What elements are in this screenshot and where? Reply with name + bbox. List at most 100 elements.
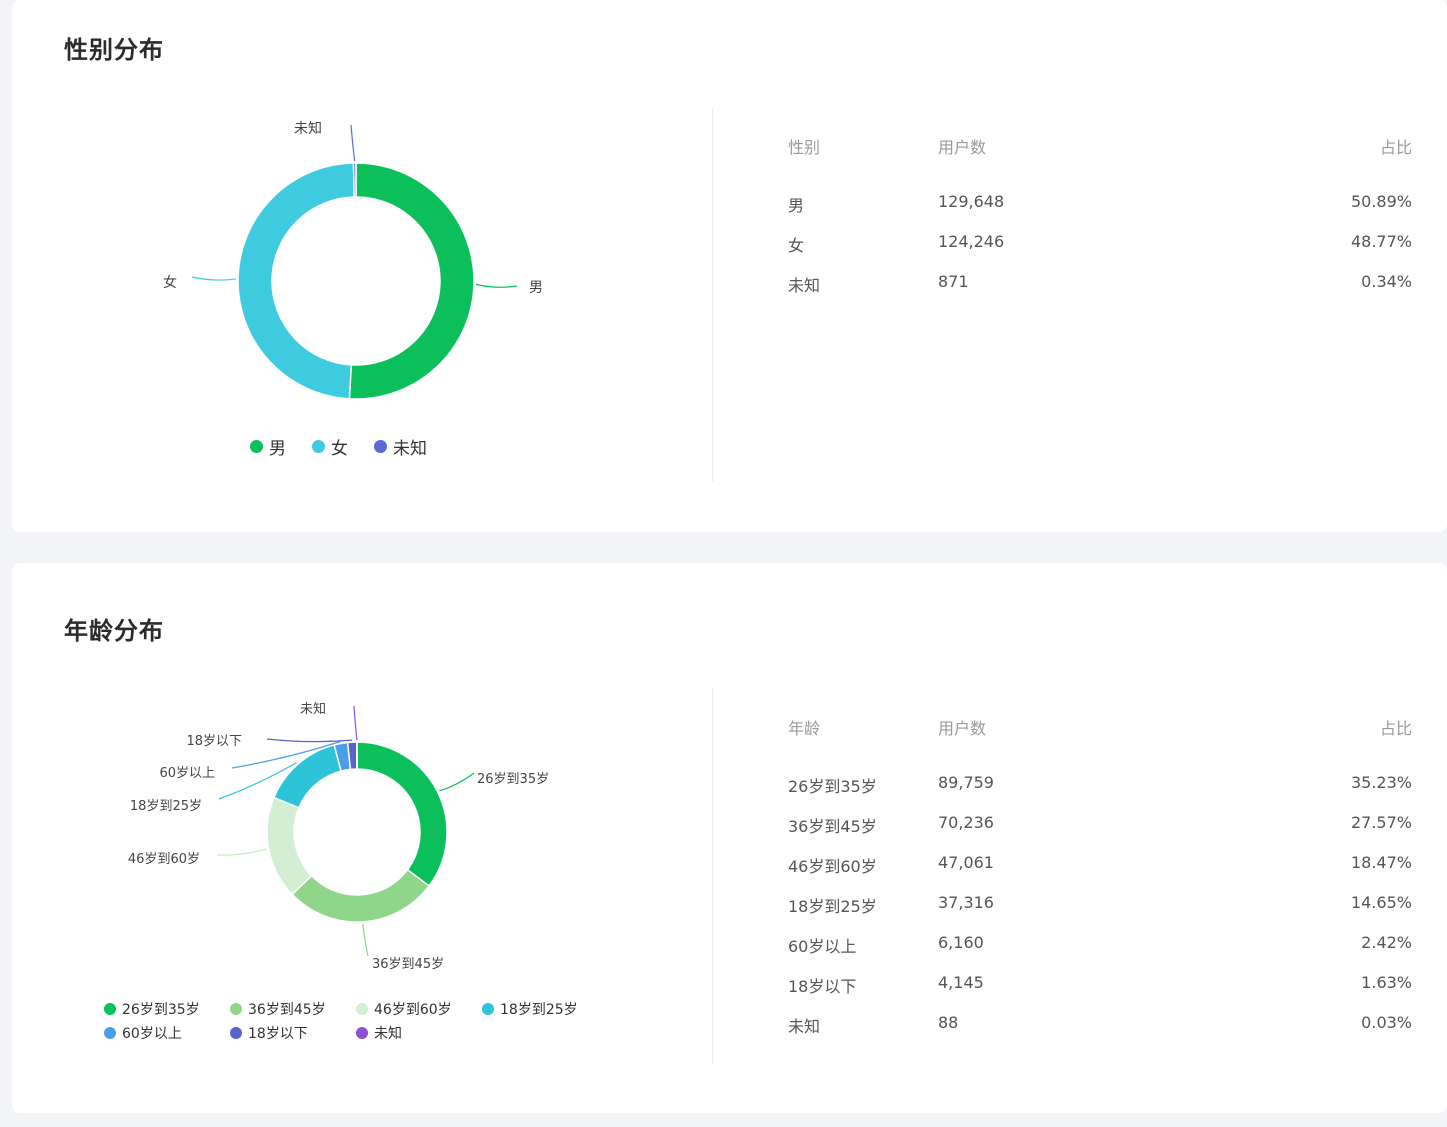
- donut-slice-4[interactable]: [272, 744, 342, 809]
- legend-label: 46岁到60岁: [374, 1002, 452, 1018]
- donut-slice-3[interactable]: [352, 162, 357, 198]
- legend-dot-icon: [356, 1027, 368, 1039]
- guide-line-2: [362, 923, 369, 957]
- guide-line-2: [191, 276, 237, 281]
- header-users: 用户数: [938, 138, 987, 157]
- cell-users: 37,316: [938, 893, 994, 912]
- slice-label-3: 46岁到60岁: [128, 852, 200, 867]
- legend-item[interactable]: 18岁以下: [230, 1023, 356, 1043]
- legend-dot-icon: [374, 440, 387, 453]
- donut-slice-1[interactable]: [348, 162, 475, 400]
- legend-label: 女: [331, 439, 348, 459]
- table-header-row: 性别 用户数 占比: [788, 134, 1412, 192]
- header-gender: 性别: [788, 138, 821, 157]
- cell-users: 129,648: [938, 192, 1005, 211]
- legend-dot-icon: [230, 1027, 242, 1039]
- donut-slice-2[interactable]: [291, 868, 431, 923]
- table-row: 未知 871 0.34%: [788, 272, 1412, 312]
- gender-legend: 男 女 未知: [250, 434, 453, 459]
- legend-label: 未知: [374, 1026, 402, 1042]
- legend-label: 60岁以上: [122, 1026, 182, 1042]
- legend-dot-icon: [312, 440, 325, 453]
- legend-dot-icon: [230, 1003, 242, 1015]
- cell-ratio: 18.47%: [1350, 853, 1412, 872]
- age-legend: 26岁到35岁 36岁到45岁 46岁到60岁 18岁到25岁 60岁以上 18岁以下 未知: [104, 999, 624, 1043]
- age-donut-chart: 26岁到35岁 36岁到45岁 46岁到60岁 18岁到25岁 60岁以上 18岁以下 未知: [128, 701, 549, 972]
- legend-item[interactable]: 18岁到25岁: [482, 999, 608, 1019]
- table-header-row: 年龄 用户数 占比: [788, 715, 1412, 773]
- legend-item[interactable]: 60岁以上: [104, 1023, 230, 1043]
- legend-dot-icon: [356, 1003, 368, 1015]
- guide-line-1: [475, 283, 518, 288]
- gender-table: 性别 用户数 占比 男 129,648 50.89% 女 124,246 48.…: [788, 134, 1412, 312]
- legend-item[interactable]: 36岁到45岁: [230, 999, 356, 1019]
- cell-users: 70,236: [938, 813, 994, 832]
- age-divider: [712, 688, 713, 1063]
- cell-ratio: 35.23%: [1350, 773, 1412, 792]
- cell-users: 871: [938, 272, 969, 291]
- cell-ratio: 27.57%: [1350, 813, 1412, 832]
- cell-label: 未知: [788, 1017, 821, 1036]
- cell-label: 26岁到35岁: [788, 777, 877, 796]
- cell-label: 未知: [788, 276, 821, 295]
- legend-label: 26岁到35岁: [122, 1002, 200, 1018]
- slice-label-7: 未知: [300, 701, 326, 717]
- cell-ratio: 48.77%: [1350, 232, 1412, 251]
- header-age: 年龄: [788, 719, 821, 738]
- guide-line-3: [350, 124, 356, 162]
- cell-label: 女: [788, 236, 805, 255]
- cell-ratio: 0.03%: [1361, 1013, 1412, 1032]
- table-row: 46岁到60岁 47,061 18.47%: [788, 853, 1412, 893]
- cell-label: 18岁到25岁: [788, 897, 877, 916]
- cell-users: 124,246: [938, 232, 1005, 251]
- header-users: 用户数: [938, 719, 987, 738]
- cell-ratio: 0.34%: [1361, 272, 1412, 291]
- legend-item[interactable]: 26岁到35岁: [104, 999, 230, 1019]
- table-row: 18岁以下 4,145 1.63%: [788, 973, 1412, 1013]
- guide-line-4: [218, 762, 297, 800]
- cell-users: 4,145: [938, 973, 984, 992]
- table-row: 36岁到45岁 70,236 27.57%: [788, 813, 1412, 853]
- legend-dot-icon: [104, 1003, 116, 1015]
- cell-ratio: 14.65%: [1350, 893, 1412, 912]
- table-row: 女 124,246 48.77%: [788, 232, 1412, 272]
- table-row: 18岁到25岁 37,316 14.65%: [788, 893, 1412, 933]
- slice-label-5: 60岁以上: [159, 766, 215, 781]
- legend-label: 男: [269, 439, 286, 459]
- guide-line-5: [231, 740, 341, 769]
- header-ratio: 占比: [1379, 719, 1412, 738]
- gender-divider: [712, 108, 713, 482]
- cell-label: 男: [788, 196, 805, 215]
- legend-dot-icon: [104, 1027, 116, 1039]
- guide-line-7: [353, 705, 358, 741]
- guide-line-3: [216, 848, 267, 856]
- legend-label: 18岁以下: [248, 1026, 308, 1042]
- guide-line-1: [439, 772, 475, 792]
- slice-label-1: 男: [529, 280, 543, 296]
- table-row: 60岁以上 6,160 2.42%: [788, 933, 1412, 973]
- legend-dot-icon: [482, 1003, 494, 1015]
- cell-label: 46岁到60岁: [788, 857, 877, 876]
- donut-slice-1[interactable]: [356, 741, 448, 887]
- legend-label: 36岁到45岁: [248, 1002, 326, 1018]
- slice-label-2: 女: [163, 274, 177, 291]
- legend-item[interactable]: 46岁到60岁: [356, 999, 482, 1019]
- slice-label-2: 36岁到45岁: [372, 957, 444, 972]
- cell-label: 18岁以下: [788, 977, 857, 996]
- cell-users: 89,759: [938, 773, 994, 792]
- slice-label-4: 18岁到25岁: [130, 799, 202, 814]
- legend-item[interactable]: 未知: [356, 1023, 482, 1043]
- legend-item[interactable]: 男: [250, 434, 286, 459]
- table-row: 26岁到35岁 89,759 35.23%: [788, 773, 1412, 813]
- donut-slice-2[interactable]: [237, 162, 355, 400]
- legend-item[interactable]: 女: [312, 434, 348, 459]
- donut-slice-3[interactable]: [266, 796, 313, 896]
- cell-label: 36岁到45岁: [788, 817, 877, 836]
- cell-label: 60岁以上: [788, 937, 857, 956]
- age-title: 年龄分布: [64, 617, 164, 645]
- guide-line-6: [266, 738, 353, 743]
- legend-item[interactable]: 未知: [374, 434, 427, 459]
- cell-users: 47,061: [938, 853, 994, 872]
- header-ratio: 占比: [1379, 138, 1412, 157]
- cell-users: 88: [938, 1013, 959, 1032]
